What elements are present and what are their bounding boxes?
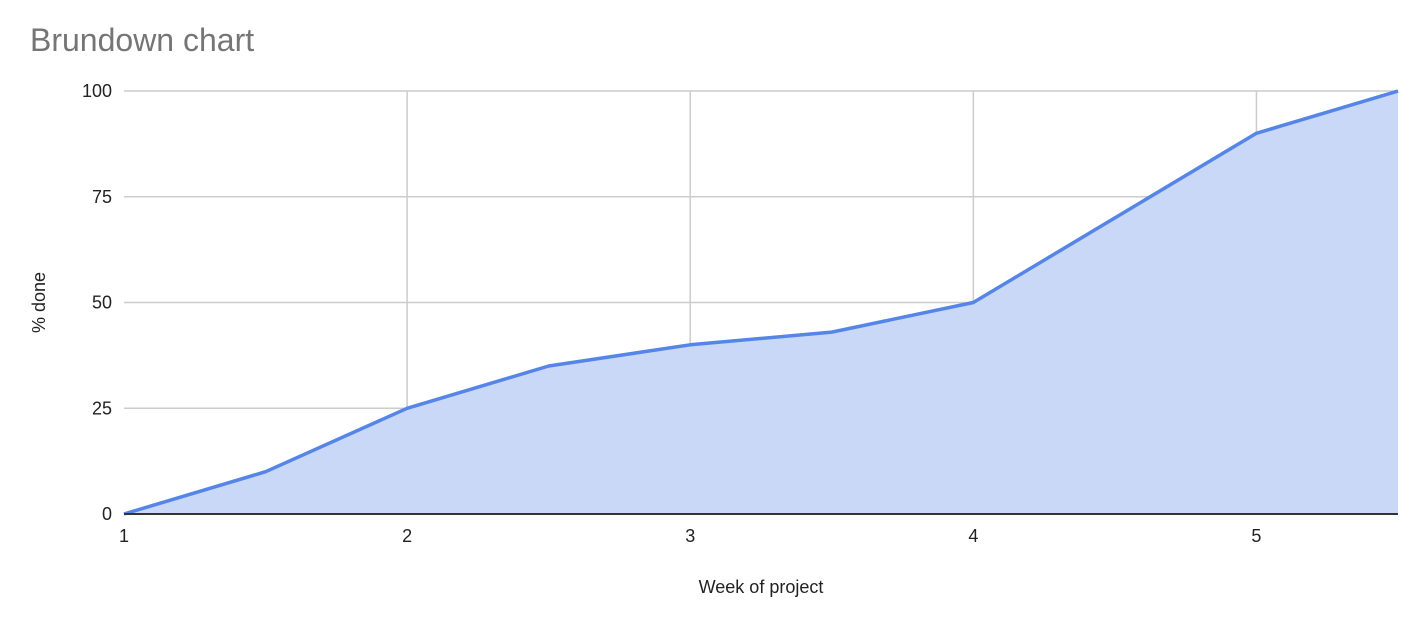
chart-title: Brundown chart: [30, 22, 255, 58]
x-axis-title: Week of project: [699, 577, 824, 597]
y-tick-label: 75: [92, 187, 112, 207]
x-tick-labels: 1 2 3 4 5: [119, 526, 1261, 546]
y-tick-label: 25: [92, 398, 112, 418]
x-tick-label: 1: [119, 526, 129, 546]
x-tick-label: 4: [968, 526, 978, 546]
series-line: [123, 89, 1399, 516]
y-tick-label: 100: [82, 81, 112, 101]
y-tick-label: 50: [92, 293, 112, 313]
x-tick-label: 3: [685, 526, 695, 546]
x-tick-label: 5: [1251, 526, 1261, 546]
x-tick-label: 2: [402, 526, 412, 546]
y-tick-labels: 0 25 50 75 100: [82, 81, 112, 524]
y-axis-title: % done: [29, 272, 49, 333]
y-tick-label: 0: [102, 504, 112, 524]
series-area-fill: [124, 91, 1398, 514]
